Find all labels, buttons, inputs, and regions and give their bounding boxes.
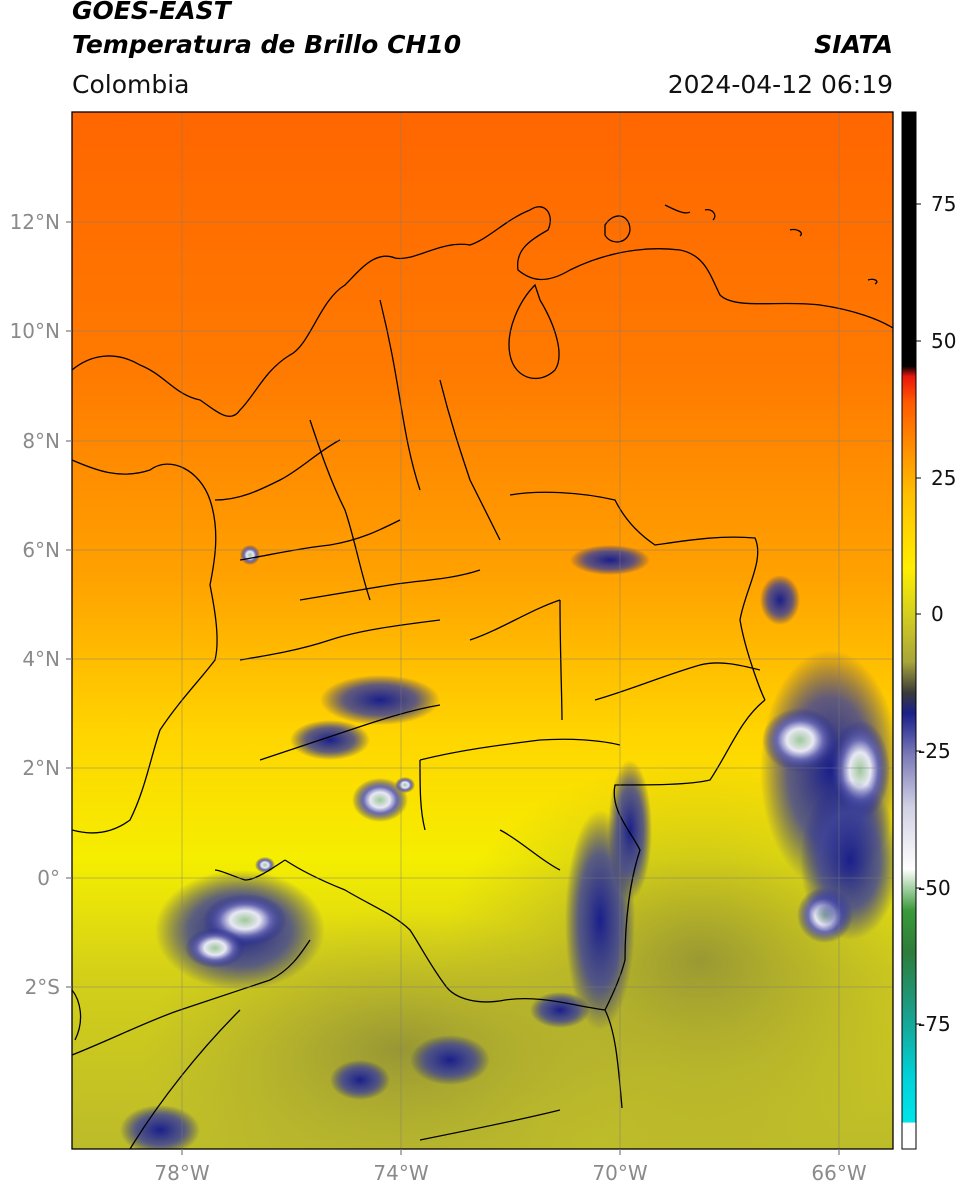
coastline-borders [72, 204, 893, 1149]
lat-label: 4°N [22, 647, 60, 671]
lat-label: 8°N [22, 429, 60, 453]
lon-label: 74°W [373, 1161, 428, 1185]
lat-label: 2°S [25, 975, 60, 999]
lat-label: 10°N [10, 319, 60, 343]
graticule [72, 112, 893, 1149]
colorbar-scale [901, 111, 917, 1150]
colorbar: 75 50 25 0 -25 -50 -75 [901, 111, 956, 1150]
organization-label: SIATA [814, 30, 893, 59]
region-label: Colombia [72, 70, 190, 99]
colorbar-tick: -25 [918, 739, 951, 763]
product-title: Temperatura de Brillo CH10 [72, 30, 462, 59]
colorbar-tick: -75 [918, 1012, 951, 1036]
timestamp-label: 2024-04-12 06:19 [667, 70, 893, 99]
brightness-temperature-field [72, 112, 893, 1149]
colorbar-tick: -50 [918, 876, 951, 900]
lon-label: 78°W [154, 1161, 209, 1185]
colorbar-tick: 75 [931, 192, 956, 216]
lat-label: 0° [37, 866, 60, 890]
colorbar-tick: 25 [931, 466, 956, 490]
lon-label: 70°W [592, 1161, 647, 1185]
colorbar-tick: 0 [931, 602, 944, 626]
lat-label: 6°N [22, 538, 60, 562]
lat-label: 12°N [10, 210, 60, 234]
latitude-labels: 12°N 10°N 8°N 6°N 4°N 2°N 0° 2°S [10, 210, 60, 999]
longitude-labels: 78°W 74°W 70°W 66°W [154, 1161, 866, 1185]
satellite-title: GOES-EAST [72, 0, 231, 25]
lat-label: 2°N [22, 756, 60, 780]
colorbar-tick: 50 [931, 329, 956, 353]
map-frame [71, 111, 894, 1150]
lon-label: 66°W [811, 1161, 866, 1185]
